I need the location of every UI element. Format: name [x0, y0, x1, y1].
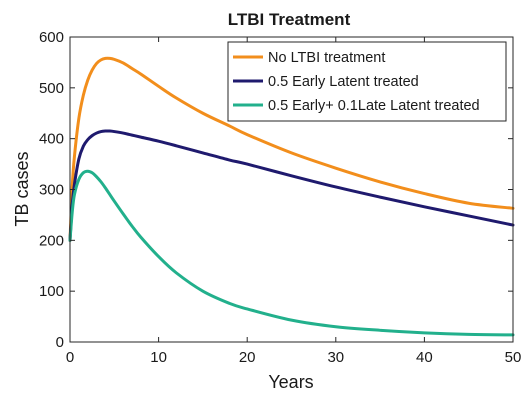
- legend: No LTBI treatment 0.5 Early Latent treate…: [227, 41, 507, 122]
- legend-label-3: 0.5 Early+ 0.1Late Latent treated: [268, 98, 480, 114]
- legend-label-1: No LTBI treatment: [268, 50, 385, 66]
- series-line-2: [68, 129, 515, 242]
- x-tick-label: 10: [150, 349, 167, 366]
- legend-label-2: 0.5 Early Latent treated: [268, 74, 419, 90]
- y-tick-label: 0: [56, 334, 64, 351]
- y-tick-label: 200: [39, 232, 64, 249]
- y-tick-label: 600: [39, 29, 64, 46]
- series-line-3: [68, 169, 515, 337]
- y-tick-label: 100: [39, 283, 64, 300]
- x-tick-label: 0: [66, 349, 74, 366]
- series-line-1: [68, 56, 515, 242]
- y-tick-label: 300: [39, 182, 64, 199]
- x-tick-label: 40: [416, 349, 433, 366]
- legend-box: [227, 41, 507, 122]
- x-tick-label: 20: [239, 349, 256, 366]
- x-tick-label: 30: [327, 349, 344, 366]
- series-layer: [68, 56, 515, 337]
- y-tick-label: 500: [39, 80, 64, 97]
- x-tick-label: 50: [505, 349, 522, 366]
- y-tick-label: 400: [39, 131, 64, 148]
- x-axis-label: Years: [268, 372, 313, 392]
- y-axis-label: TB cases: [12, 151, 32, 226]
- chart-title: LTBI Treatment: [228, 10, 351, 29]
